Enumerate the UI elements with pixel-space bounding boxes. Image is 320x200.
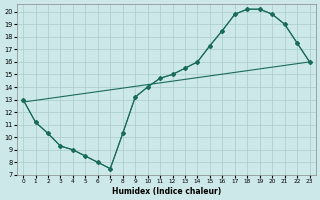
X-axis label: Humidex (Indice chaleur): Humidex (Indice chaleur)	[112, 187, 221, 196]
